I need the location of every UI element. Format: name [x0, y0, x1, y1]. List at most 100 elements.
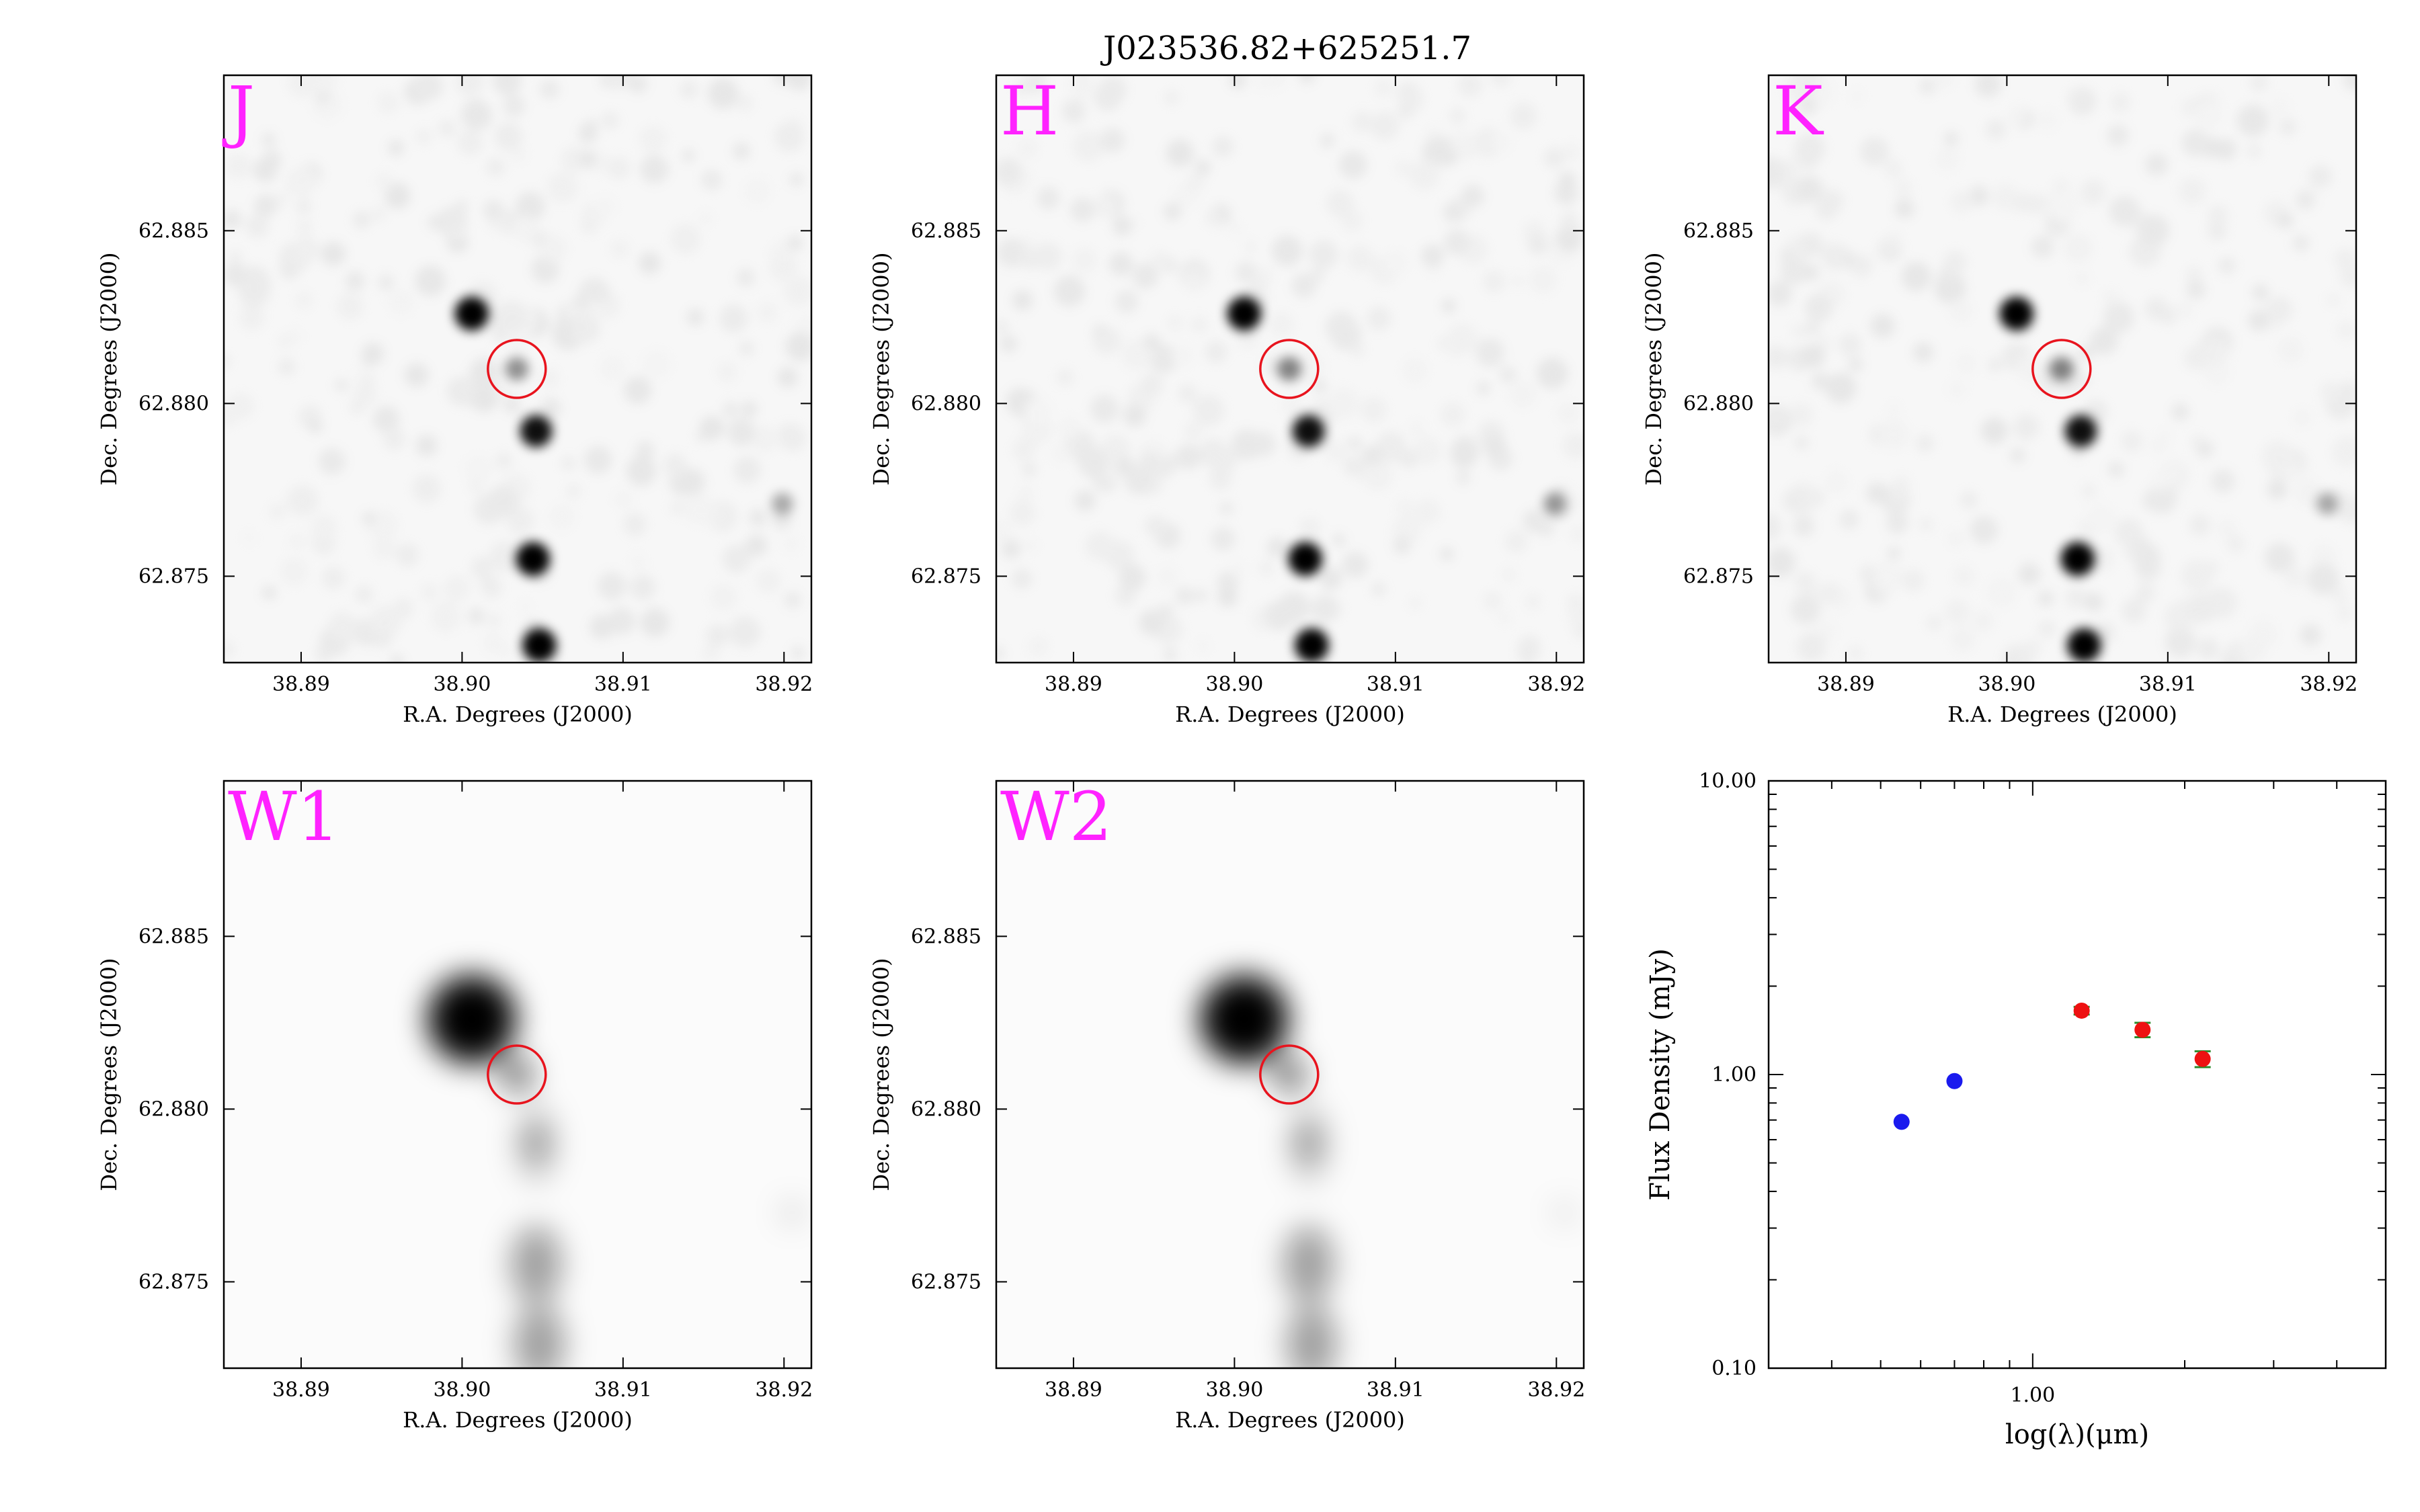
source-blob: [2067, 628, 2101, 663]
source-blob: [2049, 356, 2074, 382]
source-blob: [1554, 1202, 1576, 1224]
x-tick-label: 38.91: [1367, 673, 1424, 696]
x-tick-label: 38.90: [1205, 673, 1263, 696]
image-sources: [1769, 75, 2356, 663]
x-tick-label: 38.91: [594, 673, 652, 696]
panel-frame: [1767, 74, 2357, 664]
source-blob: [2064, 415, 2097, 448]
y-tick-label: 62.885: [911, 925, 981, 948]
y-axis-label: Dec. Degrees (J2000): [96, 253, 122, 486]
panel-j: 38.89 38.90 38.91 38.92 62.885 62.880 62.875 R.…: [96, 72, 813, 727]
source-blob: [780, 1202, 803, 1224]
x-tick-label: 38.90: [433, 673, 491, 696]
source-blob: [1273, 1058, 1305, 1091]
x-tick-label: 1.00: [2010, 1384, 2055, 1407]
y-tick-label: 62.875: [911, 1270, 981, 1294]
y-tick-label: 62.875: [138, 564, 209, 588]
source-blob: [501, 1058, 533, 1091]
image-source-layer: [1227, 296, 1566, 663]
source-trail: [1288, 1103, 1329, 1184]
x-tick-label: 38.89: [272, 673, 330, 696]
sed-frame: [1767, 780, 2387, 1370]
source-blob: [2060, 542, 2095, 577]
x-tick-label: 38.92: [2300, 673, 2357, 696]
x-tick-label: 38.89: [272, 1378, 330, 1402]
image-source-layer: [1199, 974, 1576, 1368]
x-tick-label: 38.90: [433, 1378, 491, 1402]
y-tick-label: 62.880: [1683, 392, 1754, 415]
source-trail: [516, 1103, 557, 1184]
x-axis-label: R.A. Degrees (J2000): [1175, 702, 1405, 727]
source-blob: [1999, 296, 2034, 331]
source-blob: [1543, 492, 1566, 515]
y-tick-label: 62.880: [138, 1097, 209, 1121]
panel-w2: 38.89 38.90 38.91 38.92 62.885 62.880 62.875 R.…: [869, 778, 1585, 1433]
band-label: J: [222, 72, 255, 151]
x-tick-label: 38.89: [1817, 673, 1875, 696]
source-blob: [505, 357, 529, 381]
panel-sed: 1.00 10.00 1.00 0.10 log(λ)(μm) Flux Density …: [1645, 769, 2387, 1450]
source-blob: [1286, 1305, 1338, 1368]
y-tick-label: 62.880: [138, 392, 209, 415]
x-tick-label: 38.92: [755, 1378, 813, 1402]
source-blob: [520, 415, 553, 448]
y-tick-label: 0.10: [1711, 1357, 1757, 1380]
panel-h: 38.89 38.90 38.91 38.92 62.885 62.880 62.875 R.…: [869, 72, 1585, 727]
x-tick-label: 38.90: [1205, 1378, 1263, 1402]
y-tick-label: 62.875: [911, 564, 981, 588]
aperture-circle: [1259, 339, 1320, 399]
x-tick-label: 38.89: [1045, 673, 1102, 696]
y-tick-label: 62.885: [138, 219, 209, 243]
source-blob: [516, 542, 551, 577]
x-tick-label: 38.91: [1367, 1378, 1424, 1402]
sed-point: [2194, 1050, 2211, 1067]
panel-frame: [223, 780, 813, 1370]
x-tick-label: 38.92: [755, 673, 813, 696]
image-noise: [1769, 75, 2356, 663]
source-blob: [1288, 542, 1323, 577]
source-blob: [427, 974, 516, 1064]
band-label: H: [1000, 72, 1059, 151]
x-tick-label: 38.92: [1527, 1378, 1585, 1402]
image-noise: [224, 75, 811, 663]
panel-w1: 38.89 38.90 38.91 38.92 62.885 62.880 62.875 R.…: [96, 778, 813, 1433]
x-tick-label: 38.91: [594, 1378, 652, 1402]
panel-frame: [995, 780, 1585, 1370]
source-blob: [454, 296, 489, 331]
y-tick-label: 10.00: [1699, 769, 1757, 793]
y-tick-label: 62.885: [911, 219, 981, 243]
x-tick-label: 38.90: [1978, 673, 2035, 696]
x-tick-label: 38.89: [1045, 1378, 1102, 1402]
y-tick-label: 1.00: [1711, 1063, 1757, 1087]
figure-title: J023536.82+625251.7: [1100, 30, 1471, 67]
x-axis-label: R.A. Degrees (J2000): [1947, 702, 2177, 727]
sed-series-red: [2073, 1002, 2211, 1068]
y-axis-label: Dec. Degrees (J2000): [1641, 253, 1666, 486]
panels: 38.89 38.90 38.91 38.92 62.885 62.880 62.875 R.…: [96, 72, 2387, 1450]
x-axis-label: R.A. Degrees (J2000): [403, 702, 633, 727]
aperture-circle: [487, 339, 547, 399]
x-axis-label: R.A. Degrees (J2000): [403, 1407, 633, 1433]
source-blob: [1199, 974, 1289, 1064]
sed-point: [2134, 1021, 2151, 1038]
source-blob: [2316, 493, 2338, 515]
y-tick-label: 62.875: [1683, 564, 1754, 588]
source-blob: [510, 1225, 562, 1304]
y-tick-label: 62.880: [911, 392, 981, 415]
y-axis-label: Flux Density (mJy): [1645, 948, 1676, 1201]
sed-series-blue: [1893, 1073, 1963, 1130]
aperture-circle: [2031, 339, 2092, 399]
source-blob: [522, 628, 557, 663]
x-axis-label: log(λ)(μm): [2005, 1419, 2149, 1450]
source-blob: [1277, 356, 1301, 382]
image-source-layer: [454, 296, 793, 663]
y-tick-label: 62.885: [138, 925, 209, 948]
source-blob: [771, 493, 793, 515]
y-tick-label: 62.880: [911, 1097, 981, 1121]
source-blob: [1283, 1225, 1334, 1304]
source-blob: [1292, 415, 1325, 448]
y-axis-label: Dec. Degrees (J2000): [96, 958, 122, 1191]
band-label: K: [1773, 72, 1824, 151]
y-tick-label: 62.875: [138, 1270, 209, 1294]
